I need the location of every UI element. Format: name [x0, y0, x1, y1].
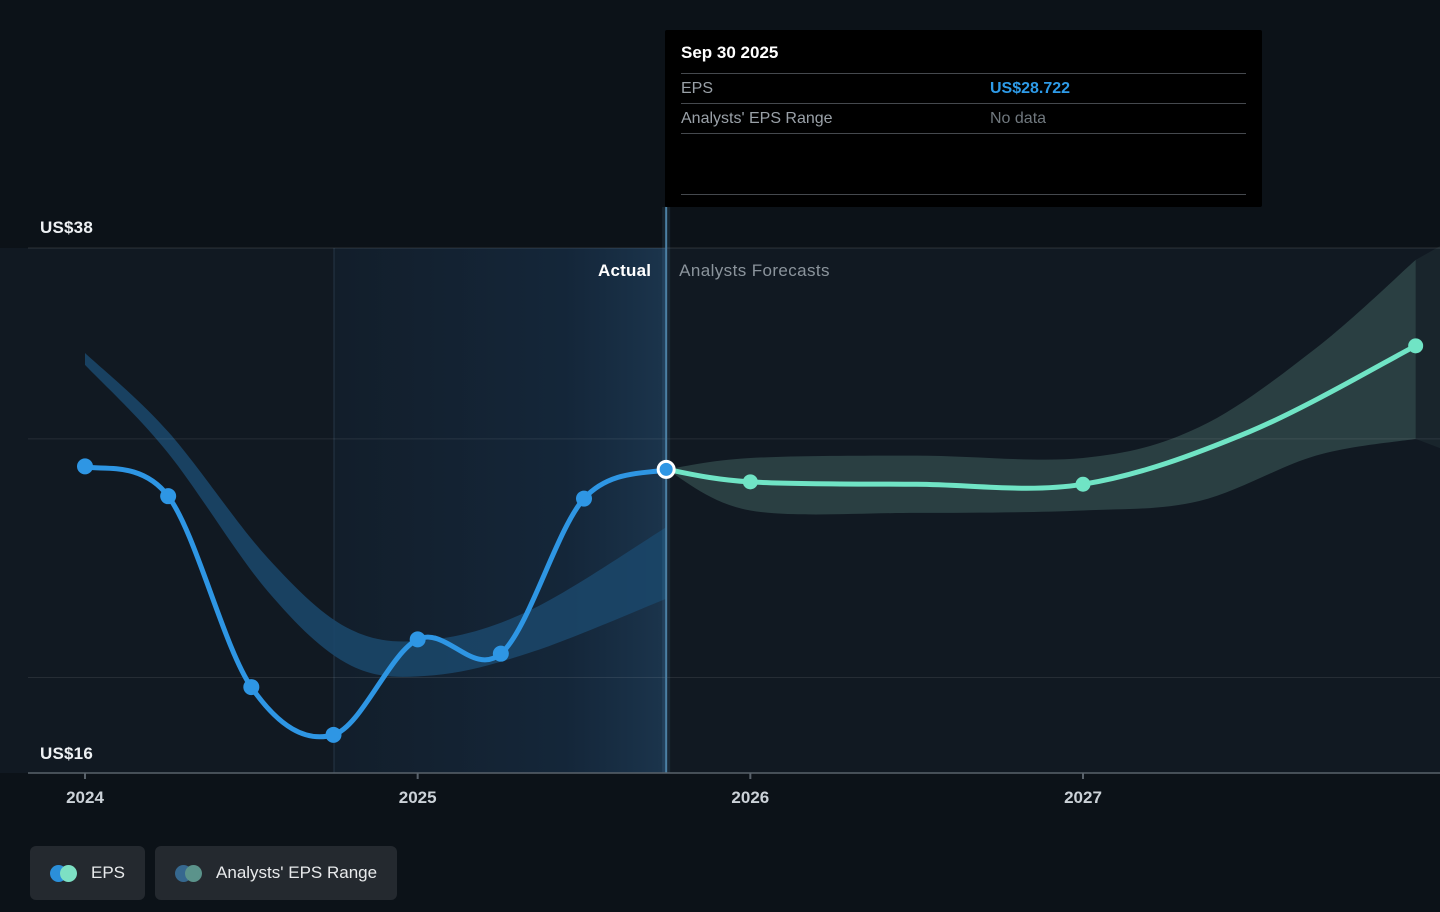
forecast-data-point[interactable]	[1408, 338, 1424, 354]
x-tick-2025: 2025	[398, 788, 437, 807]
forecast-band-fade	[1415, 246, 1440, 449]
tooltip-row-range: Analysts' EPS Range No data	[681, 104, 1246, 134]
phase-label-actual: Actual	[598, 261, 652, 280]
eps-data-point[interactable]	[409, 631, 426, 648]
x-tick-2026: 2026	[731, 788, 770, 807]
legend-toggle-analysts-range[interactable]: Analysts' EPS Range	[155, 846, 398, 900]
hover-highlight-region[interactable]	[333, 248, 667, 773]
tooltip-divider	[681, 194, 1246, 195]
eps-legend-label: EPS	[91, 863, 126, 882]
y-axis-label-top: US$38	[40, 218, 93, 237]
highlighted-data-point[interactable]	[656, 459, 676, 479]
forecast-data-point[interactable]	[1075, 476, 1091, 492]
tooltip-date: Sep 30 2025	[681, 43, 1246, 74]
eps-data-point[interactable]	[492, 645, 509, 662]
x-tick-2027: 2027	[1064, 788, 1102, 807]
eps-actual-line	[82, 463, 669, 740]
eps-data-point[interactable]	[576, 490, 592, 507]
chart-legend: EPS Analysts' EPS Range	[30, 846, 398, 900]
eps-data-point[interactable]	[325, 726, 342, 743]
tooltip-range-value: No data	[990, 110, 1047, 127]
tooltip-eps-value: US$28.722	[990, 80, 1071, 97]
y-axis-label-bottom: US$16	[40, 744, 93, 763]
analysts-range-legend-label: Analysts' EPS Range	[216, 863, 378, 882]
eps-legend-icon	[50, 864, 77, 882]
hover-tooltip: Sep 30 2025 EPS US$28.722 Analysts' EPS …	[665, 30, 1262, 207]
forecast-data-point[interactable]	[742, 474, 758, 490]
x-tick-2024: 2024	[66, 788, 104, 807]
analysts-range-legend-icon	[175, 864, 203, 882]
tooltip-row-eps: EPS US$28.722	[681, 74, 1246, 104]
eps-data-point[interactable]	[77, 458, 93, 475]
legend-toggle-eps[interactable]: EPS	[30, 846, 146, 900]
eps-data-point[interactable]	[243, 679, 260, 696]
eps-data-point[interactable]	[160, 488, 177, 505]
tooltip-range-label: Analysts' EPS Range	[681, 110, 833, 127]
plot-background	[0, 248, 1440, 773]
phase-label-forecast: Analysts Forecasts	[679, 261, 830, 280]
tooltip-eps-label: EPS	[681, 80, 714, 97]
forecast-eps-range-band	[666, 259, 1416, 515]
